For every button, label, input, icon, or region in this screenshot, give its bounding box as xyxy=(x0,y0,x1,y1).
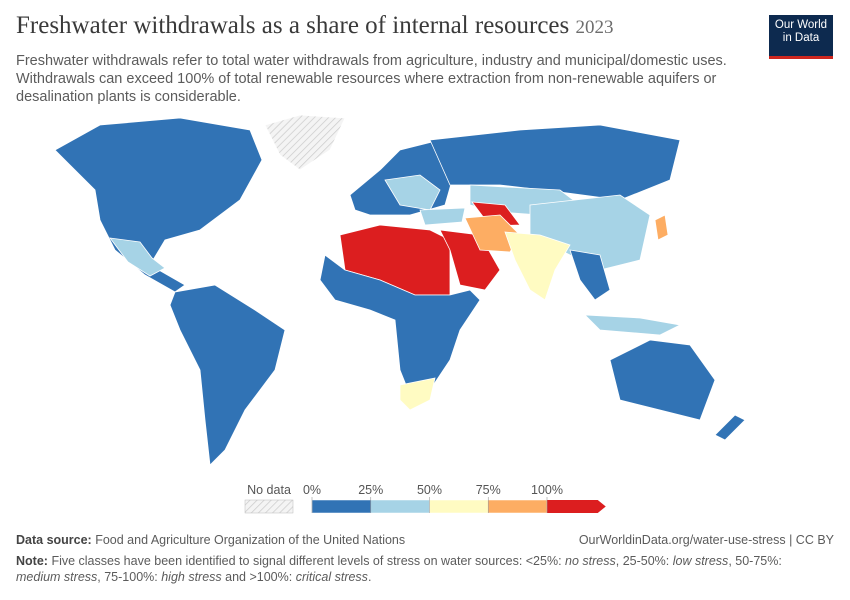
source: Food and Agriculture Organization of the… xyxy=(95,533,406,547)
year: 2023 xyxy=(575,17,614,38)
logo-line: Our World xyxy=(774,19,828,31)
legend-tick-label: 25% xyxy=(358,483,383,497)
australia[interactable] xyxy=(609,339,716,421)
legend: No data 0% 25% 50% 75% 100% xyxy=(244,483,606,514)
legend-bin xyxy=(370,499,430,514)
logo-line: in Data xyxy=(782,32,820,44)
africa[interactable] xyxy=(319,254,481,396)
india[interactable] xyxy=(504,231,571,301)
logo[interactable]: Our World in Data xyxy=(769,15,833,59)
legend-bin xyxy=(429,499,489,514)
note-part: medium stress xyxy=(16,570,98,584)
legend-bin xyxy=(311,499,371,514)
indonesia[interactable] xyxy=(583,314,682,336)
note-part: Five classes have been identified to sig… xyxy=(51,554,566,568)
note-part: low stress xyxy=(672,554,729,568)
legend-tick-label: 0% xyxy=(303,483,321,497)
source-line: Data source: Food and Agriculture Organi… xyxy=(16,533,834,547)
url[interactable]: OurWorldinData.org/water-use-stress | CC… xyxy=(578,533,834,547)
legend-bin xyxy=(547,500,606,513)
note-part: critical stress xyxy=(295,570,368,584)
note-part: no stress xyxy=(565,554,616,568)
note-part: , 75-100%: xyxy=(97,570,162,584)
legend-tick-label: 100% xyxy=(531,483,563,497)
legend-tick-label: 75% xyxy=(476,483,501,497)
note: Note: Five classes have been identified … xyxy=(16,553,806,585)
south-africa[interactable] xyxy=(399,377,436,411)
new-zealand[interactable] xyxy=(714,414,746,441)
turkey[interactable] xyxy=(419,207,466,226)
russia[interactable] xyxy=(429,124,681,201)
title-line: Freshwater withdrawals as a share of int… xyxy=(16,12,614,40)
southeast-asia[interactable] xyxy=(569,249,611,301)
greenland[interactable] xyxy=(264,114,346,171)
note-part: , 50-75%: xyxy=(728,554,782,568)
japan[interactable] xyxy=(654,214,669,241)
south-america[interactable] xyxy=(169,284,286,466)
no-data-swatch xyxy=(244,499,294,514)
note-part: . xyxy=(367,570,372,584)
legend-bin xyxy=(488,499,548,514)
mexico[interactable] xyxy=(109,237,166,277)
note-label: Note: xyxy=(16,554,48,568)
note-part: and >100%: xyxy=(221,570,296,584)
subtitle: Freshwater withdrawals refer to total wa… xyxy=(16,53,727,105)
note-part: , 25-50%: xyxy=(615,554,673,568)
legend-tick-label: 50% xyxy=(417,483,442,497)
countries xyxy=(54,114,746,466)
title: Freshwater withdrawals as a share of int… xyxy=(16,12,570,39)
east-europe[interactable] xyxy=(384,174,441,211)
no-data-label: No data xyxy=(247,483,291,497)
source-label: Data source: xyxy=(16,533,92,547)
note-part: high stress xyxy=(161,570,222,584)
